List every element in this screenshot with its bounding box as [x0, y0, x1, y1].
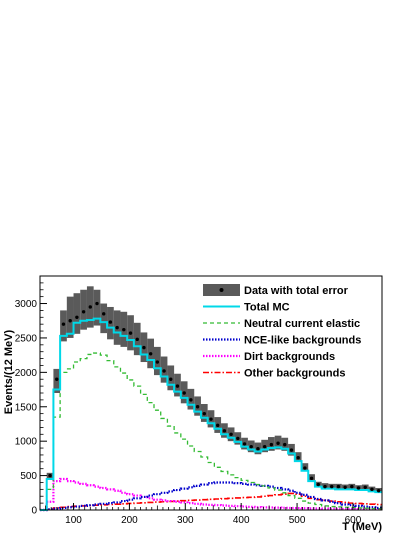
data-point: [102, 312, 106, 316]
data-point: [350, 484, 354, 489]
y-tick-label: 2000: [15, 368, 38, 379]
data-point: [343, 485, 347, 489]
data-point: [189, 398, 193, 402]
data-point: [48, 473, 52, 478]
data-point: [309, 476, 314, 481]
data-point: [256, 447, 260, 451]
y-axis-label: Events/(12 MeV): [3, 329, 15, 414]
data-point: [303, 466, 307, 470]
data-point: [148, 352, 153, 356]
data-point: [236, 436, 240, 441]
legend-label-total-mc: Total MC: [244, 302, 290, 314]
series-layer: [40, 317, 382, 512]
x-tick-label: 200: [121, 515, 138, 526]
data-point: [81, 310, 86, 314]
series-other-backgrounds-line: [40, 492, 382, 511]
data-point: [283, 442, 287, 447]
data-point: [222, 429, 227, 433]
data-point: [75, 315, 79, 319]
series-neutral-current-elastic-line: [40, 352, 382, 511]
series-total-mc-line: [40, 317, 382, 511]
data-point: [142, 345, 146, 350]
legend-label-data-with-total-error: Data with total error: [244, 285, 349, 297]
legend-label-other-backgrounds: Other backgrounds: [244, 368, 345, 380]
data-point: [88, 305, 92, 309]
data-point: [216, 423, 220, 428]
error-band-bin: [73, 293, 81, 334]
error-band-bin: [60, 310, 67, 342]
y-tick-label: 500: [20, 471, 37, 482]
data-point: [68, 319, 72, 323]
data-point: [242, 442, 247, 446]
error-band-bin: [66, 296, 74, 338]
data-points-layer: [48, 301, 381, 493]
x-tick-label: 500: [289, 515, 306, 526]
y-tick-label: 3000: [15, 299, 38, 310]
x-tick-label: 100: [65, 515, 82, 526]
data-point: [135, 337, 139, 342]
data-point: [202, 411, 206, 416]
data-point: [128, 331, 133, 335]
data-point: [249, 444, 253, 449]
data-point: [356, 486, 361, 490]
error-band-bin: [93, 289, 101, 326]
data-point: [195, 405, 200, 409]
y-tick-label: 0: [31, 506, 37, 517]
data-point: [262, 444, 267, 449]
data-point: [296, 455, 300, 460]
x-axis-label: T (MeV): [342, 521, 382, 533]
data-point: [276, 441, 280, 445]
data-point: [269, 442, 274, 447]
x-tick-label: 400: [233, 515, 250, 526]
x-tick-label: 300: [177, 515, 194, 526]
data-point: [229, 432, 233, 436]
y-tick-label: 1000: [15, 437, 38, 448]
series-nce-like-backgrounds-line: [40, 481, 382, 512]
axes: 100 200 300 400 500 600 0 500 1000 1500 2000 2500 30…: [15, 282, 382, 526]
error-band-bin: [80, 289, 87, 330]
data-point: [95, 301, 99, 306]
data-point: [330, 484, 334, 489]
data-point: [289, 448, 294, 452]
legend-label-dirt-backgrounds: Dirt backgrounds: [244, 351, 335, 363]
error-band-bin: [53, 368, 61, 393]
data-point: [316, 482, 320, 487]
data-point: [162, 369, 166, 373]
data-point: [209, 417, 213, 421]
legend-label-nce-like-backgrounds: NCE-like backgrounds: [244, 335, 361, 347]
x-tick-label: 600: [345, 515, 362, 526]
data-point: [182, 391, 186, 395]
data-point: [175, 384, 180, 388]
data-point: [108, 320, 113, 324]
legend-label-neutral-current-elastic: Neutral current elastic: [244, 318, 360, 330]
data-point: [336, 484, 341, 489]
y-tick-label: 1500: [15, 402, 38, 413]
legend: Data with total error Total MC Neutral cur…: [203, 284, 361, 380]
data-point: [376, 489, 381, 493]
series-dirt-backgrounds-line: [40, 477, 382, 512]
y-tick-label: 2500: [15, 333, 38, 344]
data-point: [169, 377, 173, 381]
data-point: [363, 485, 367, 489]
error-band-bin: [100, 303, 108, 334]
data-point: [370, 487, 374, 492]
data-point: [115, 325, 119, 330]
data-point: [55, 377, 59, 381]
data-point: [155, 360, 160, 364]
data-point: [122, 327, 126, 332]
data-point: [61, 322, 66, 326]
legend-marker-data-with-total-error: [219, 288, 224, 292]
data-point: [323, 484, 327, 489]
